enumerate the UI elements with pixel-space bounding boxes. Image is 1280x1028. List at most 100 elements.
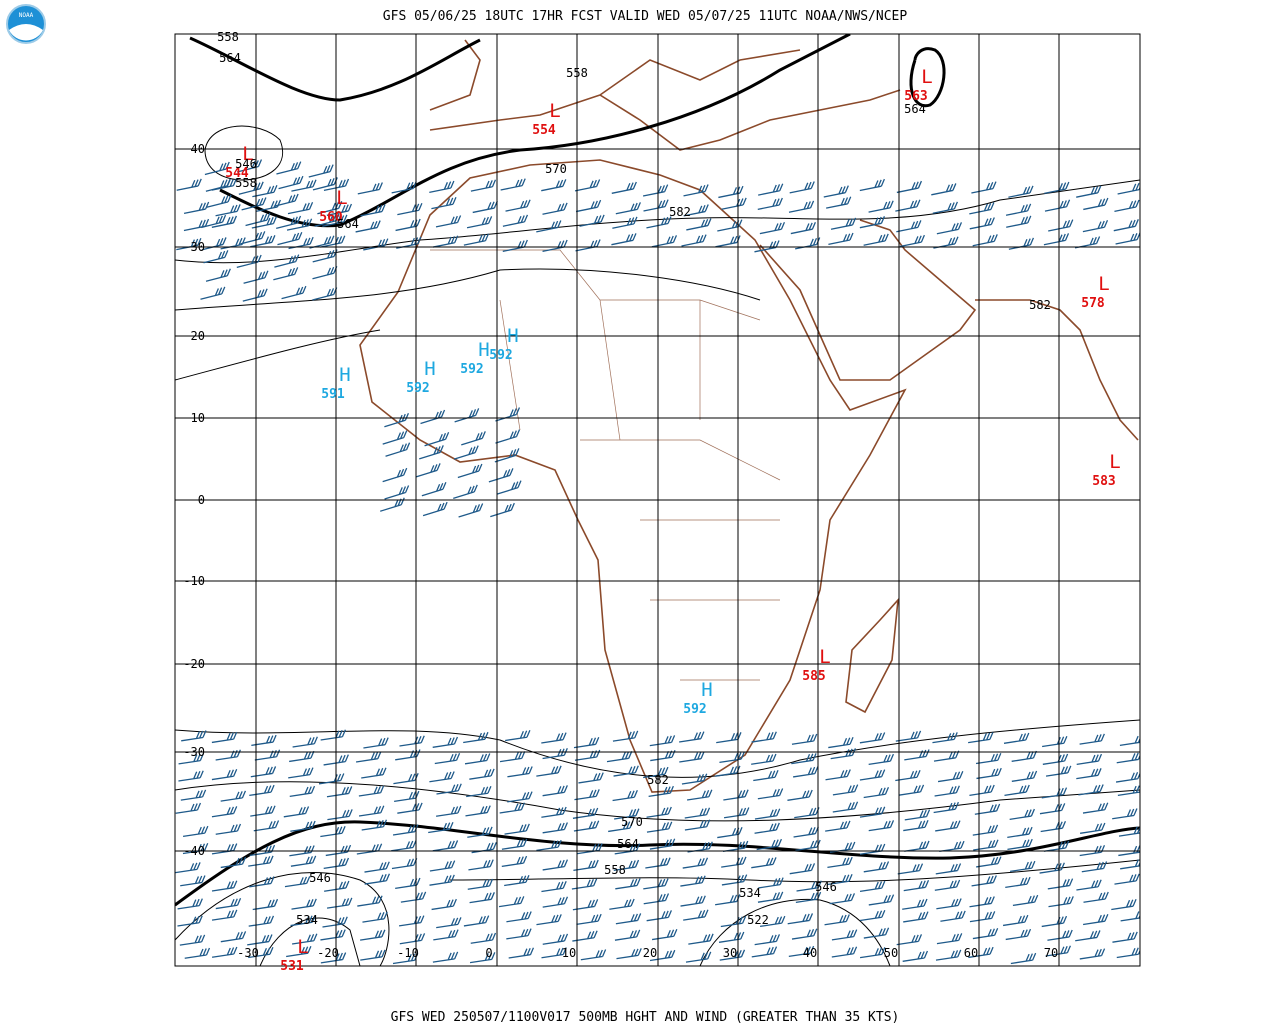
- contour: [449, 859, 1140, 883]
- wind-barb: [648, 785, 674, 798]
- wind-barb: [432, 736, 459, 748]
- contour-label: 570: [621, 815, 643, 829]
- contour: [175, 268, 761, 311]
- wind-barb: [453, 445, 479, 460]
- wind-barb: [859, 732, 886, 744]
- wind-barb: [718, 185, 744, 199]
- wind-barb: [236, 254, 262, 269]
- high-value: 592: [489, 348, 512, 363]
- wind-barb: [215, 898, 242, 910]
- wind-barb: [863, 861, 890, 873]
- contour-label: 570: [545, 162, 567, 176]
- wind-barb: [1112, 931, 1138, 943]
- wind-barb: [939, 840, 965, 853]
- wind-barb: [397, 203, 423, 216]
- wind-barb: [505, 199, 531, 212]
- wind-barb: [609, 898, 635, 910]
- low-symbol: L: [336, 187, 347, 209]
- wind-barb: [831, 946, 858, 958]
- wind-barb: [398, 915, 425, 927]
- wind-barb: [1081, 861, 1108, 873]
- lon-label: 30: [723, 946, 737, 960]
- wind-barb: [276, 215, 302, 230]
- wind-barb: [1007, 826, 1033, 839]
- wind-barb: [642, 184, 669, 197]
- wind-barb: [356, 843, 383, 855]
- wind-barb: [1010, 952, 1037, 965]
- map-labels: 40 30 20 10 0 -10 -20 -30 -40 -30 -20 -10 0 10 20 30 40 5…: [183, 30, 1120, 974]
- contour-label: 564: [904, 102, 926, 116]
- wind-barb: [795, 839, 821, 851]
- wind-barb: [1003, 732, 1030, 744]
- wind-barb: [612, 730, 639, 742]
- wind-barb: [184, 947, 211, 959]
- wind-barb: [382, 430, 408, 445]
- wind-barb: [461, 431, 486, 446]
- wind-barb: [502, 239, 528, 253]
- wind-barb: [616, 948, 642, 960]
- contour: [204, 125, 284, 181]
- wind-barb: [796, 880, 822, 892]
- wind-barb: [1117, 183, 1140, 195]
- wind-barb: [318, 773, 345, 785]
- wind-barb: [399, 735, 425, 747]
- lon-label: 20: [643, 946, 657, 960]
- wind-barb: [290, 855, 317, 867]
- wind-barb: [255, 199, 282, 212]
- wind-barb: [933, 750, 960, 762]
- wind-barb: [789, 181, 815, 194]
- wind-barb: [391, 840, 417, 852]
- wind-barb: [757, 891, 784, 903]
- lon-label: 10: [562, 946, 576, 960]
- wind-barb: [470, 932, 497, 944]
- wind-barb: [651, 235, 678, 248]
- wind-barb: [358, 805, 385, 817]
- wind-barb: [1119, 735, 1140, 747]
- wind-barb: [615, 202, 641, 215]
- wind-barb: [715, 235, 741, 248]
- europe-coast: [429, 39, 901, 151]
- low-value: 531: [280, 959, 304, 974]
- wind-barb: [325, 844, 352, 857]
- wind-barb: [969, 217, 995, 230]
- wind-barb: [249, 844, 276, 857]
- wind-barb: [972, 928, 999, 940]
- wind-barb: [753, 769, 779, 782]
- low-value: 563: [904, 89, 927, 104]
- wind-barb: [649, 949, 676, 962]
- wind-barb: [309, 235, 335, 249]
- wind-barb: [238, 181, 264, 195]
- wind-barb: [751, 857, 777, 869]
- wind-barb: [396, 236, 422, 249]
- wind-barb: [323, 178, 350, 192]
- wind-barb: [432, 235, 459, 248]
- wind-barb: [358, 785, 385, 797]
- wind-barb: [895, 199, 921, 212]
- wind-barb: [971, 875, 997, 887]
- wind-barb: [859, 216, 886, 229]
- wind-barb: [825, 820, 851, 832]
- wind-barb: [281, 285, 307, 300]
- wind-barb: [274, 254, 300, 268]
- wind-barb: [868, 753, 895, 766]
- high-symbol: H: [478, 339, 489, 361]
- africa-coast: [359, 159, 907, 793]
- wind-barb: [1008, 185, 1034, 198]
- wind-barb: [420, 409, 446, 425]
- wind-barb: [317, 201, 343, 215]
- wind-barb: [501, 838, 528, 850]
- wind-barb: [611, 233, 637, 246]
- wind-barb: [576, 913, 602, 926]
- wind-barb: [364, 861, 390, 873]
- wind-barb: [385, 442, 411, 457]
- contour-label: 564: [337, 217, 359, 231]
- wind-barb: [1076, 753, 1103, 766]
- wind-barb: [718, 931, 745, 943]
- coastlines: [359, 39, 1139, 793]
- wind-barb: [686, 218, 712, 231]
- wind-barb: [384, 412, 410, 428]
- wind-barb: [463, 915, 490, 927]
- wind-barb: [787, 913, 814, 925]
- contour-label: 582: [647, 773, 669, 787]
- low-symbol: L: [1109, 451, 1120, 473]
